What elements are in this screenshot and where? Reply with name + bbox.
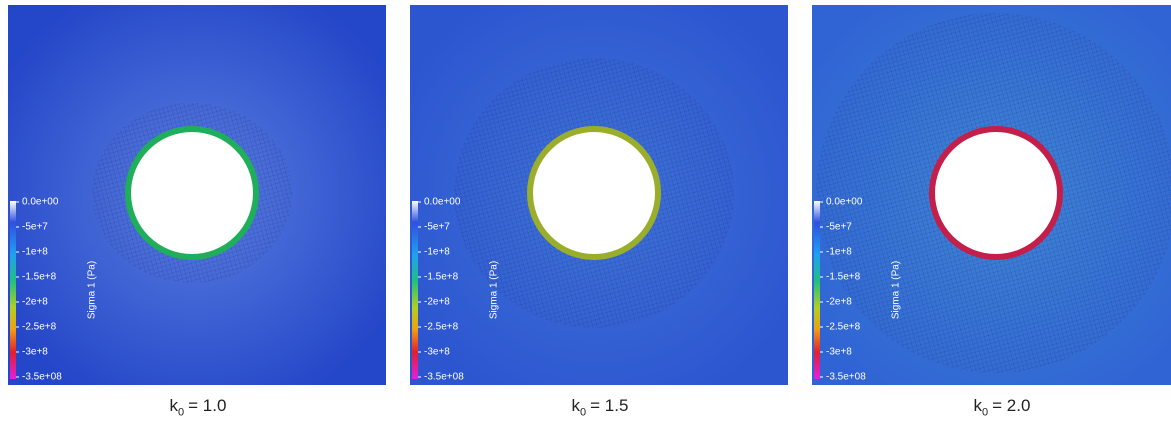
stress-field: 0.0e+00 -5e+7 -1e+8 -1.5e+8 -2e+8 -2.5e+8 -3e+… [812, 5, 1171, 385]
colorbar-title: Sigma 1 (Pa) [891, 261, 902, 319]
caption-symbol: k [571, 396, 581, 415]
caption-text: = 1.5 [590, 396, 629, 415]
colorbar-title: Sigma 1 (Pa) [87, 261, 98, 319]
caption-symbol: k [169, 396, 179, 415]
colorbar [10, 201, 16, 379]
ring [125, 126, 259, 260]
colorbar [814, 201, 820, 379]
colorbar-label: 0.0e+00 [424, 197, 461, 208]
colorbar-label: -3.5e+08 [826, 372, 866, 383]
colorbar-label: -3e+8 [826, 347, 852, 358]
caption-subscript: 0 [982, 406, 989, 419]
colorbar-title: Sigma 1 (Pa) [489, 261, 500, 319]
caption-subscript: 0 [178, 406, 185, 419]
colorbar-label: -5e+7 [826, 222, 852, 233]
colorbar [412, 201, 418, 379]
colorbar-label: -5e+7 [424, 222, 450, 233]
colorbar-label: -3e+8 [22, 347, 48, 358]
colorbar-label: -1e+8 [22, 247, 48, 258]
caption: k0 = 2.0 [812, 396, 1171, 418]
caption: k0 = 1.0 [8, 396, 388, 418]
colorbar-label: -2.5e+8 [424, 322, 459, 333]
colorbar-label: -2e+8 [826, 297, 852, 308]
colorbar-label: -2e+8 [424, 297, 450, 308]
caption: k0 = 1.5 [410, 396, 790, 418]
colorbar-label: -1.5e+8 [826, 272, 861, 283]
colorbar-label: -1.5e+8 [424, 272, 459, 283]
colorbar-label: -1e+8 [424, 247, 450, 258]
colorbar-label: -3.5e+08 [22, 372, 62, 383]
colorbar-label: -3.5e+08 [424, 372, 464, 383]
caption-text: = 2.0 [992, 396, 1031, 415]
colorbar-label: -2.5e+8 [826, 322, 861, 333]
colorbar-label: 0.0e+00 [826, 197, 863, 208]
caption-symbol: k [973, 396, 983, 415]
ring [527, 126, 661, 260]
colorbar-label: -1e+8 [826, 247, 852, 258]
caption-subscript: 0 [580, 406, 587, 419]
ring [929, 126, 1063, 260]
stress-field: 0.0e+00 -5e+7 -1e+8 -1.5e+8 -2e+8 -2.5e+8 -3e+… [8, 5, 386, 385]
colorbar-label: -5e+7 [22, 222, 48, 233]
colorbar-label: -3e+8 [424, 347, 450, 358]
colorbar-label: -2e+8 [22, 297, 48, 308]
colorbar-label: -2.5e+8 [22, 322, 57, 333]
caption-text: = 1.0 [188, 396, 227, 415]
colorbar-label: -1.5e+8 [22, 272, 57, 283]
stress-field: 0.0e+00 -5e+7 -1e+8 -1.5e+8 -2e+8 -2.5e+8 -3e+… [410, 5, 788, 385]
colorbar-label: 0.0e+00 [22, 197, 59, 208]
